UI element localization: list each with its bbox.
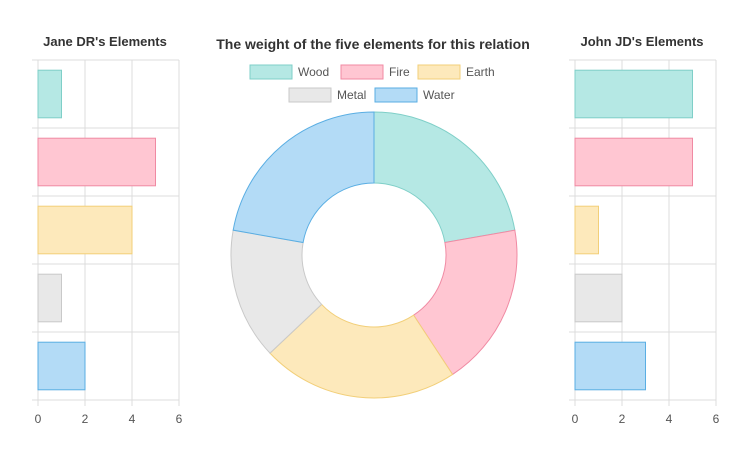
donut-slice-wood <box>373 111 516 244</box>
jane-bar-earth <box>37 205 133 255</box>
john-tick-label: 4 <box>666 412 673 426</box>
john-bar-wood <box>574 69 693 119</box>
john-tick-label: 2 <box>619 412 626 426</box>
jane-tick-label: 4 <box>129 412 136 426</box>
jane-tick-label: 2 <box>82 412 89 426</box>
jane-bar-metal <box>37 273 62 323</box>
john-bar-fire <box>574 137 693 187</box>
legend-label-fire: Fire <box>389 65 410 79</box>
john-tick-label: 6 <box>713 412 720 426</box>
jane-tick-label: 0 <box>35 412 42 426</box>
john-bar-water <box>574 341 646 391</box>
john-tick-label: 0 <box>572 412 579 426</box>
donut-slice-fire <box>412 229 518 376</box>
legend-label-earth: Earth <box>466 65 495 79</box>
legend-swatch-metal <box>288 87 332 103</box>
legend-label-metal: Metal <box>337 88 366 102</box>
legend-swatch-water <box>374 87 418 103</box>
jane-bar-water <box>37 341 86 391</box>
donut-slice-earth <box>269 303 454 399</box>
john-chart-title: John JD's Elements <box>580 34 704 49</box>
legend-swatch-earth <box>417 64 461 80</box>
legend-swatch-wood <box>249 64 293 80</box>
donut-chart-title: The weight of the five elements for this… <box>216 36 530 52</box>
donut-slice-water <box>232 111 375 244</box>
jane-bar-wood <box>37 69 62 119</box>
jane-chart-title: Jane DR's Elements <box>43 34 167 49</box>
legend-label-wood: Wood <box>298 65 329 79</box>
john-bar-earth <box>574 205 599 255</box>
jane-bar-fire <box>37 137 156 187</box>
legend-label-water: Water <box>423 88 455 102</box>
legend-swatch-fire <box>340 64 384 80</box>
jane-tick-label: 6 <box>176 412 183 426</box>
john-bar-metal <box>574 273 623 323</box>
